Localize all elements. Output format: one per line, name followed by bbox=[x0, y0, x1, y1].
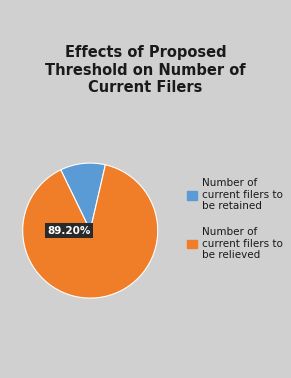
Text: 89.20%: 89.20% bbox=[47, 226, 90, 235]
Legend: Number of
current filers to
be retained, Number of
current filers to
be relieved: Number of current filers to be retained,… bbox=[187, 178, 283, 260]
Text: Effects of Proposed
Threshold on Number of
Current Filers: Effects of Proposed Threshold on Number … bbox=[45, 45, 246, 95]
Text: 10.80%: 10.80% bbox=[0, 377, 1, 378]
Wedge shape bbox=[23, 165, 158, 298]
Wedge shape bbox=[61, 163, 105, 231]
